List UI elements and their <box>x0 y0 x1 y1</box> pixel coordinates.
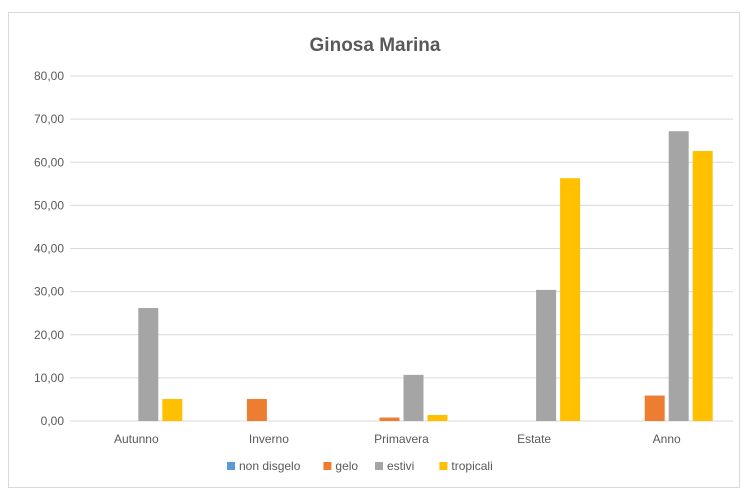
x-category-label: Autunno <box>114 432 159 446</box>
y-tick-label: 40,00 <box>34 242 64 256</box>
y-tick-label: 0,00 <box>41 414 65 428</box>
legend: non disgelo gelo estivi tropicali <box>227 459 493 473</box>
bar-gelo-anno <box>644 395 665 421</box>
y-tick-label: 50,00 <box>34 198 64 212</box>
y-tick-label: 70,00 <box>34 112 64 126</box>
bar-tropicali-anno <box>692 151 713 421</box>
y-tick-label: 10,00 <box>34 371 64 385</box>
legend-swatch <box>323 462 332 470</box>
gridlines <box>70 75 733 422</box>
bar-estivi-primavera <box>403 374 424 421</box>
x-axis-labels: Autunno Inverno Primavera Estate Anno <box>114 432 681 446</box>
legend-swatch <box>439 462 448 470</box>
bar-estivi-anno <box>668 131 689 421</box>
chart-title: Ginosa Marina <box>310 35 441 56</box>
x-category-label: Anno <box>653 432 681 446</box>
bar-tropicali-autunno <box>162 399 183 421</box>
chart-frame <box>8 12 740 488</box>
legend-label: gelo <box>335 459 358 473</box>
legend-label: tropicali <box>451 459 492 473</box>
bar-estivi-estate <box>536 289 557 421</box>
legend-label: estivi <box>387 459 414 473</box>
bar-gelo-inverno <box>246 399 267 421</box>
x-category-label: Primavera <box>374 432 429 446</box>
y-tick-label: 20,00 <box>34 328 64 342</box>
y-tick-label: 80,00 <box>34 69 64 83</box>
bar-tropicali-primavera <box>427 414 448 421</box>
x-category-label: Estate <box>517 432 551 446</box>
y-tick-label: 30,00 <box>34 285 64 299</box>
legend-label: non disgelo <box>239 459 301 473</box>
y-axis-ticks: 0,00 10,00 20,00 30,00 40,00 50,00 60,00 70,00 8… <box>34 69 64 428</box>
x-category-label: Inverno <box>249 432 289 446</box>
y-tick-label: 60,00 <box>34 155 64 169</box>
bars <box>138 131 713 421</box>
bar-tropicali-estate <box>560 178 581 421</box>
legend-swatch <box>227 462 235 470</box>
bar-estivi-autunno <box>138 308 159 421</box>
legend-swatch <box>375 462 383 470</box>
bar-gelo-primavera <box>379 417 400 421</box>
